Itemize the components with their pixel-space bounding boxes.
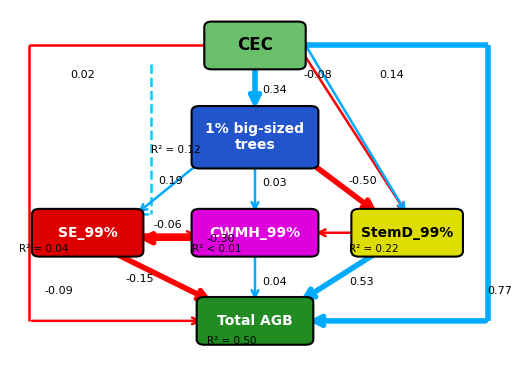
Text: 0.34: 0.34 — [263, 84, 287, 94]
Text: 0.53: 0.53 — [349, 277, 373, 287]
Text: 0.03: 0.03 — [263, 178, 287, 188]
Text: SE_99%: SE_99% — [57, 226, 118, 240]
Text: 0.19: 0.19 — [159, 176, 183, 186]
Text: R² = 0.22: R² = 0.22 — [349, 244, 398, 254]
FancyBboxPatch shape — [351, 209, 463, 257]
FancyBboxPatch shape — [204, 21, 306, 69]
FancyArrowPatch shape — [140, 165, 197, 211]
Text: R² < 0.01: R² < 0.01 — [192, 244, 241, 254]
FancyArrowPatch shape — [139, 231, 194, 238]
FancyArrowPatch shape — [32, 317, 199, 324]
FancyArrowPatch shape — [307, 48, 404, 209]
FancyArrowPatch shape — [315, 316, 485, 325]
FancyArrowPatch shape — [251, 67, 260, 102]
Text: 0.04: 0.04 — [263, 277, 287, 287]
Text: 0.02: 0.02 — [70, 70, 95, 80]
Text: StemD_99%: StemD_99% — [361, 226, 453, 240]
Text: -0.06: -0.06 — [153, 221, 182, 231]
FancyBboxPatch shape — [192, 209, 319, 257]
FancyArrowPatch shape — [113, 252, 206, 299]
FancyBboxPatch shape — [192, 106, 319, 168]
Text: Total AGB: Total AGB — [217, 314, 293, 328]
Text: CEC: CEC — [237, 37, 273, 54]
FancyArrowPatch shape — [252, 166, 258, 209]
Text: -0.30: -0.30 — [207, 234, 236, 244]
FancyArrowPatch shape — [313, 165, 372, 209]
FancyArrowPatch shape — [145, 234, 308, 243]
Text: 0.14: 0.14 — [379, 70, 404, 80]
FancyBboxPatch shape — [197, 297, 313, 345]
FancyArrowPatch shape — [319, 229, 356, 236]
Text: -0.50: -0.50 — [349, 176, 378, 186]
Text: R² = 0.50: R² = 0.50 — [207, 336, 256, 346]
Text: R² = 0.04: R² = 0.04 — [19, 244, 69, 254]
Text: -0.15: -0.15 — [126, 274, 154, 284]
FancyArrowPatch shape — [306, 253, 377, 298]
FancyBboxPatch shape — [32, 209, 143, 257]
Text: 0.77: 0.77 — [487, 286, 512, 296]
Text: -0.09: -0.09 — [45, 286, 73, 296]
Text: 1% big-sized
trees: 1% big-sized trees — [206, 122, 305, 152]
FancyArrowPatch shape — [252, 254, 258, 297]
Text: R² = 0.12: R² = 0.12 — [151, 145, 200, 155]
Text: CWMH_99%: CWMH_99% — [209, 226, 300, 240]
FancyArrowPatch shape — [299, 48, 404, 210]
Text: -0.08: -0.08 — [303, 70, 332, 80]
FancyArrowPatch shape — [93, 211, 148, 218]
